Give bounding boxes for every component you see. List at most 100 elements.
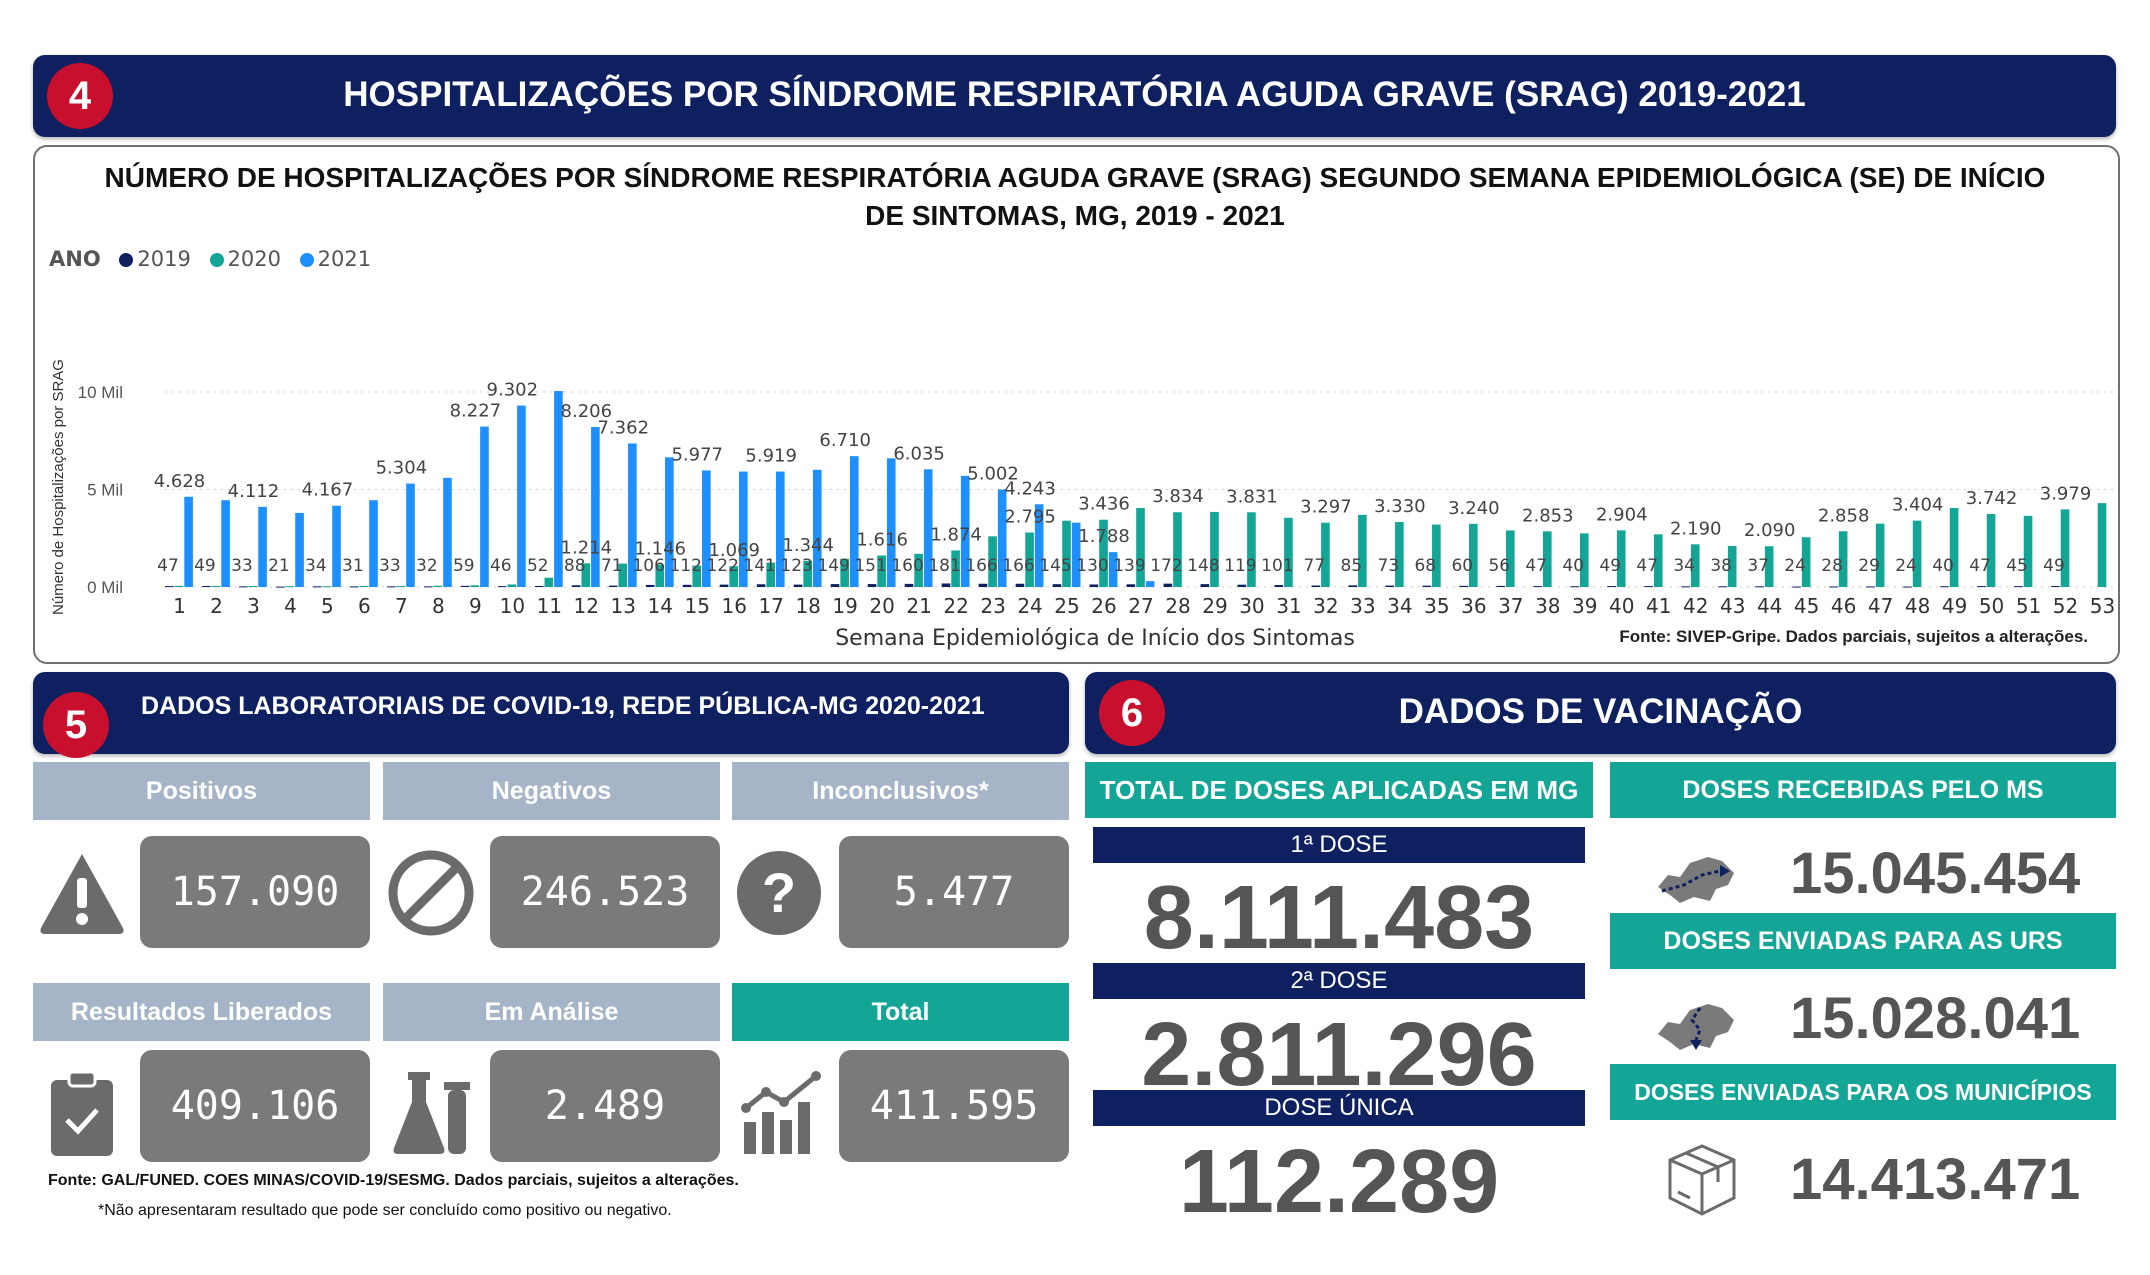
bar-2019 bbox=[276, 586, 285, 588]
x-tick-label: 29 bbox=[1202, 594, 1227, 618]
x-tick-label: 44 bbox=[1757, 594, 1782, 618]
data-label-2019: 60 bbox=[1451, 556, 1473, 576]
data-label-2019: 130 bbox=[1076, 556, 1108, 576]
x-tick-label: 17 bbox=[758, 594, 783, 618]
card-header-resultados-liberados: Resultados Liberados bbox=[33, 983, 370, 1041]
x-tick-label: 53 bbox=[2090, 594, 2115, 618]
urs-header: DOSES ENVIADAS PARA AS URS bbox=[1610, 913, 2116, 969]
data-label-2019: 139 bbox=[1113, 556, 1145, 576]
data-label-2019: 59 bbox=[453, 556, 475, 576]
bar-2019 bbox=[867, 584, 877, 587]
data-label-2019: 166 bbox=[1002, 556, 1034, 576]
data-label-2020: 3.436 bbox=[1078, 494, 1130, 515]
bar-2019 bbox=[978, 583, 988, 587]
bar-2021 bbox=[480, 426, 489, 587]
bar-2021 bbox=[775, 471, 785, 587]
bar-2020 bbox=[951, 550, 960, 587]
data-label-2019: 34 bbox=[1673, 556, 1695, 576]
data-label-2019: 52 bbox=[527, 556, 549, 576]
bar-2020 bbox=[803, 560, 812, 587]
data-label-2021: 8.227 bbox=[450, 401, 502, 422]
lab-flask-icon bbox=[393, 1072, 470, 1154]
bar-2019 bbox=[571, 585, 581, 587]
x-tick-label: 9 bbox=[469, 594, 482, 618]
data-label-2020: 1.214 bbox=[561, 537, 613, 558]
x-tick-label: 48 bbox=[1905, 594, 1930, 618]
data-label-2019: 38 bbox=[1710, 556, 1732, 576]
inconclusivos-value: 5.477 bbox=[839, 836, 1069, 948]
x-tick-label: 38 bbox=[1535, 594, 1560, 618]
bar-2019 bbox=[1681, 586, 1690, 588]
card-header-positivos: Positivos bbox=[33, 762, 370, 820]
bar-2021 bbox=[554, 391, 563, 587]
bar-2020 bbox=[1358, 514, 1367, 587]
bar-2020 bbox=[581, 563, 591, 587]
bar-2019 bbox=[719, 584, 729, 587]
data-label-2019: 32 bbox=[416, 556, 438, 576]
bar-2021 bbox=[960, 475, 970, 587]
data-label-2019: 122 bbox=[706, 556, 738, 576]
x-tick-label: 30 bbox=[1239, 594, 1264, 618]
srag-bar-chart: 0 Mil 5 Mil 10 Mil Número de Hospitalizaçõe… bbox=[50, 359, 2115, 651]
data-label-2021: 8.206 bbox=[561, 401, 613, 422]
bar-2019 bbox=[1348, 585, 1358, 587]
legend-label-2019: 2019 bbox=[137, 247, 191, 271]
bar-2019 bbox=[1607, 586, 1616, 588]
data-label-2021: 5.002 bbox=[967, 463, 1019, 484]
bar-2020 bbox=[470, 585, 480, 587]
data-label-2019: 24 bbox=[1895, 556, 1917, 576]
data-label-2019: 73 bbox=[1378, 556, 1400, 576]
data-label-2021: 5.919 bbox=[745, 446, 797, 467]
bar-2020 bbox=[211, 585, 221, 587]
srag-chart-panel: NÚMERO DE HOSPITALIZAÇÕES POR SÍNDROME R… bbox=[33, 145, 2120, 664]
data-label-2021: 1.788 bbox=[1078, 526, 1130, 547]
x-tick-label: 46 bbox=[1831, 594, 1856, 618]
section6-title: DADOS DE VACINAÇÃO bbox=[1398, 692, 1803, 731]
section-number-badge: 4 bbox=[47, 63, 113, 129]
bar-2020 bbox=[1616, 530, 1626, 587]
bar-2020 bbox=[914, 553, 923, 587]
data-label-2019: 172 bbox=[1150, 556, 1182, 576]
bar-2019 bbox=[460, 585, 470, 587]
x-tick-label: 36 bbox=[1461, 594, 1486, 618]
bar-2021 bbox=[369, 500, 378, 587]
bar-2019 bbox=[1311, 585, 1321, 587]
data-label-2019: 149 bbox=[817, 556, 849, 576]
bar-2019 bbox=[349, 586, 359, 588]
bar-2019 bbox=[1940, 586, 1949, 588]
x-tick-label: 5 bbox=[321, 594, 334, 618]
bar-2019 bbox=[1755, 586, 1764, 588]
bar-2019 bbox=[941, 583, 951, 587]
data-label-2019: 45 bbox=[2006, 556, 2028, 576]
data-label-2020: 1.616 bbox=[856, 529, 908, 550]
data-label-2019: 34 bbox=[305, 556, 327, 576]
x-tick-label: 51 bbox=[2016, 594, 2041, 618]
bar-2020 bbox=[1284, 517, 1293, 587]
bar-2021 bbox=[332, 505, 341, 587]
x-tick-label: 1 bbox=[173, 594, 186, 618]
data-label-2019: 85 bbox=[1341, 556, 1363, 576]
y-tick-label: 5 Mil bbox=[87, 481, 123, 500]
bar-2020 bbox=[396, 586, 406, 588]
x-tick-label: 19 bbox=[832, 594, 857, 618]
card-header-em-analise: Em Análise bbox=[383, 983, 720, 1041]
data-label-2019: 40 bbox=[1932, 556, 1954, 576]
data-label-2019: 166 bbox=[965, 556, 997, 576]
bar-2020 bbox=[1542, 531, 1552, 587]
x-tick-label: 33 bbox=[1350, 594, 1375, 618]
chart-source: Fonte: SIVEP-Gripe. Dados parciais, suje… bbox=[1619, 627, 2088, 646]
legend-swatch-2019 bbox=[119, 253, 134, 267]
package-box-icon bbox=[1668, 1144, 1736, 1216]
legend-title: ANO bbox=[49, 247, 101, 271]
bar-2019 bbox=[165, 586, 174, 588]
data-label-2020: 3.834 bbox=[1152, 486, 1204, 507]
x-tick-label: 45 bbox=[1794, 594, 1819, 618]
bar-2019 bbox=[1163, 583, 1173, 587]
data-label-2020: 2.858 bbox=[1818, 505, 1870, 526]
x-tick-label: 37 bbox=[1498, 594, 1523, 618]
data-label-2021: 9.302 bbox=[487, 380, 539, 401]
bar-2019 bbox=[1089, 584, 1099, 587]
bar-2020 bbox=[766, 562, 775, 587]
data-label-2019: 101 bbox=[1261, 556, 1293, 576]
bar-2019 bbox=[1718, 586, 1727, 588]
